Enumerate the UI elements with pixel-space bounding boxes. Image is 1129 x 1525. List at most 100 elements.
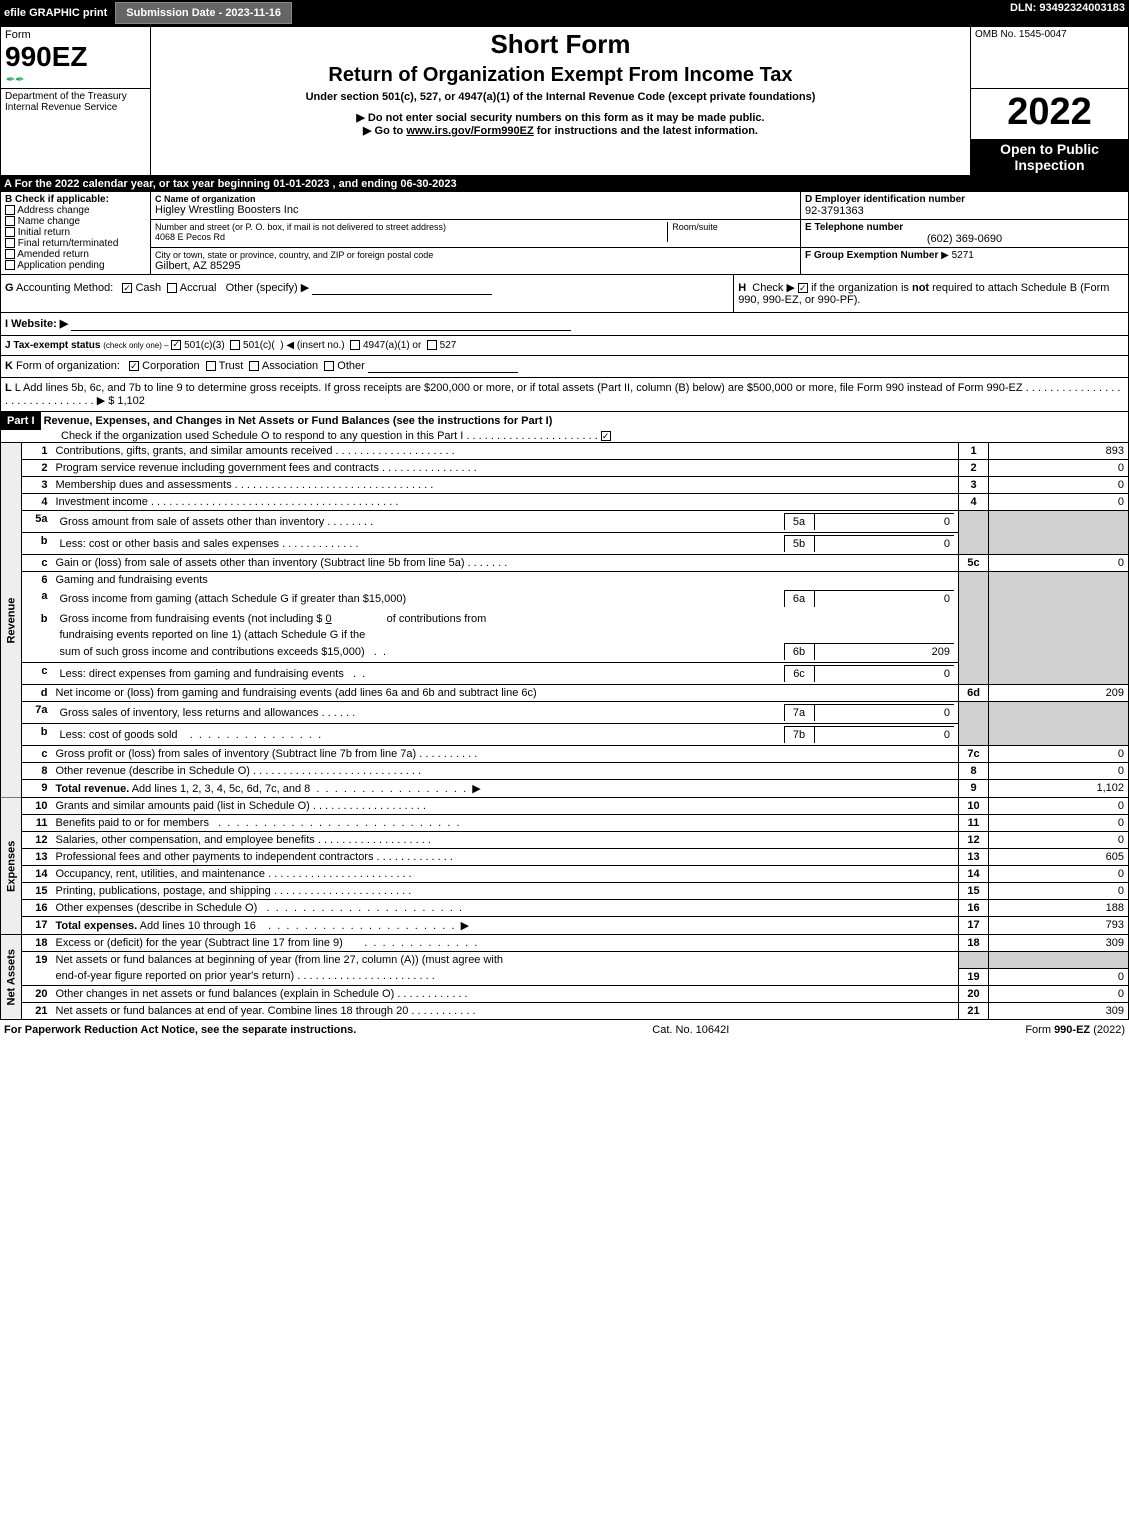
room-label: Room/suite	[668, 222, 796, 242]
line-7c-value: 0	[989, 746, 1129, 763]
footer-left: For Paperwork Reduction Act Notice, see …	[4, 1024, 356, 1036]
check-final[interactable]: Final return/terminated	[5, 238, 146, 249]
accrual-checkbox[interactable]	[167, 283, 177, 293]
line-12-text: Salaries, other compensation, and employ…	[52, 832, 959, 849]
part1-label: Part I	[1, 412, 41, 430]
line-7c-text: Gross profit or (loss) from sales of inv…	[52, 746, 959, 763]
line-3-text: Membership dues and assessments . . . . …	[52, 477, 959, 494]
line-k: K Form of organization: Corporation Trus…	[1, 356, 1129, 378]
line-1-value: 893	[989, 443, 1129, 460]
irs-label: Internal Revenue Service	[5, 102, 146, 113]
open-to-public: Open to Public Inspection	[971, 139, 1129, 176]
line-6-text: Gaming and fundraising events	[52, 572, 959, 589]
submission-date-button[interactable]: Submission Date - 2023-11-16	[115, 2, 292, 24]
line-16-text: Other expenses (describe in Schedule O) …	[52, 900, 959, 917]
city-value: Gilbert, AZ 85295	[155, 260, 796, 272]
check-name[interactable]: Name change	[5, 216, 146, 227]
line-8-text: Other revenue (describe in Schedule O) .…	[52, 763, 959, 780]
line-i: I Website: ▶	[1, 313, 1129, 336]
tax-year: 2022	[971, 89, 1129, 140]
line-4-value: 0	[989, 494, 1129, 511]
part1-title: Revenue, Expenses, and Changes in Net As…	[44, 415, 553, 427]
line-19-value: 0	[989, 968, 1129, 985]
line-6c-value: 0	[814, 666, 954, 683]
cash-checkbox[interactable]	[122, 283, 132, 293]
line-17-value: 793	[989, 917, 1129, 935]
check-address[interactable]: Address change	[5, 205, 146, 216]
ghij-table: G Accounting Method: Cash Accrual Other …	[0, 275, 1129, 412]
line-7a-value: 0	[814, 705, 954, 722]
box-f-label: F Group Exemption Number	[805, 250, 938, 261]
check-initial[interactable]: Initial return	[5, 227, 146, 238]
line-4-text: Investment income . . . . . . . . . . . …	[52, 494, 959, 511]
line-12-value: 0	[989, 832, 1129, 849]
info-table: B Check if applicable: Address change Na…	[0, 192, 1129, 275]
line-20-text: Other changes in net assets or fund bala…	[52, 985, 959, 1002]
form-number: 990EZ	[5, 41, 146, 73]
line-6d-text: Net income or (loss) from gaming and fun…	[52, 685, 959, 702]
line-9-text: Total revenue. Add lines 1, 2, 3, 4, 5c,…	[52, 780, 959, 798]
header-table: Form 990EZ ✒✒ Short Form Return of Organ…	[0, 26, 1129, 176]
revenue-label: Revenue	[1, 443, 22, 798]
line-15-value: 0	[989, 883, 1129, 900]
line-6a-value: 0	[814, 591, 954, 608]
line-6a-text: Gross income from gaming (attach Schedul…	[52, 588, 959, 609]
line-20-value: 0	[989, 985, 1129, 1002]
other-org-input[interactable]	[368, 360, 518, 373]
other-org-checkbox[interactable]	[324, 361, 334, 371]
line-13-text: Professional fees and other payments to …	[52, 849, 959, 866]
part1-check: Check if the organization used Schedule …	[1, 430, 463, 442]
return-title: Return of Organization Exempt From Incom…	[155, 60, 966, 91]
website-input[interactable]	[71, 318, 571, 331]
check-amended[interactable]: Amended return	[5, 249, 146, 260]
efile-label[interactable]: efile GRAPHIC print	[4, 7, 107, 19]
trust-checkbox[interactable]	[206, 361, 216, 371]
4947-checkbox[interactable]	[350, 340, 360, 350]
line-a: A For the 2022 calendar year, or tax yea…	[0, 176, 1129, 192]
line-10-value: 0	[989, 798, 1129, 815]
line-6b-value: 209	[814, 644, 954, 661]
527-checkbox[interactable]	[427, 340, 437, 350]
line-l-value: ▶ $ 1,102	[97, 395, 145, 407]
org-name: Higley Wrestling Boosters Inc	[155, 204, 796, 216]
line-15-text: Printing, publications, postage, and shi…	[52, 883, 959, 900]
check-pending[interactable]: Application pending	[5, 260, 146, 271]
line-11-value: 0	[989, 815, 1129, 832]
short-form-title: Short Form	[155, 29, 966, 60]
line-21-value: 309	[989, 1002, 1129, 1019]
line-13-value: 605	[989, 849, 1129, 866]
assoc-checkbox[interactable]	[249, 361, 259, 371]
box-c-label: C Name of organization	[155, 194, 796, 204]
line-g: G Accounting Method: Cash Accrual Other …	[1, 275, 734, 313]
501c3-checkbox[interactable]	[171, 340, 181, 350]
line-9-value: 1,102	[989, 780, 1129, 798]
group-exemption: ▶ 5271	[941, 250, 974, 261]
city-label: City or town, state or province, country…	[155, 250, 796, 260]
lines-table: Revenue 1 Contributions, gifts, grants, …	[0, 443, 1129, 1020]
part1-header: Part I Revenue, Expenses, and Changes in…	[0, 412, 1129, 443]
box-b-label: B Check if applicable:	[5, 194, 146, 205]
line-5c-value: 0	[989, 555, 1129, 572]
line-6c-text: Less: direct expenses from gaming and fu…	[52, 663, 959, 685]
other-method-input[interactable]	[312, 282, 492, 295]
schedule-b-checkbox[interactable]	[798, 283, 808, 293]
line-j: J Tax-exempt status (check only one) – 5…	[1, 336, 1129, 356]
box-e-label: E Telephone number	[805, 222, 1124, 233]
line-18-text: Excess or (deficit) for the year (Subtra…	[52, 935, 959, 952]
line-10-text: Grants and similar amounts paid (list in…	[52, 798, 959, 815]
line-5a-text: Gross amount from sale of assets other t…	[52, 511, 959, 533]
line-14-value: 0	[989, 866, 1129, 883]
line-h: H Check ▶ if the organization is not req…	[734, 275, 1129, 313]
goto-link[interactable]: ▶ Go to www.irs.gov/Form990EZ for instru…	[155, 124, 966, 137]
top-bar: efile GRAPHIC print Submission Date - 20…	[0, 0, 1129, 26]
corp-checkbox[interactable]	[129, 361, 139, 371]
line-19-text2: end-of-year figure reported on prior yea…	[52, 968, 959, 985]
ssn-warning: ▶ Do not enter social security numbers o…	[155, 111, 966, 124]
footer: For Paperwork Reduction Act Notice, see …	[0, 1020, 1129, 1040]
footer-mid: Cat. No. 10642I	[652, 1024, 729, 1036]
street-label: Number and street (or P. O. box, if mail…	[155, 222, 667, 232]
line-6d-value: 209	[989, 685, 1129, 702]
part1-checkbox[interactable]	[601, 431, 611, 441]
501c-checkbox[interactable]	[230, 340, 240, 350]
phone-value: (602) 369-0690	[805, 233, 1124, 245]
